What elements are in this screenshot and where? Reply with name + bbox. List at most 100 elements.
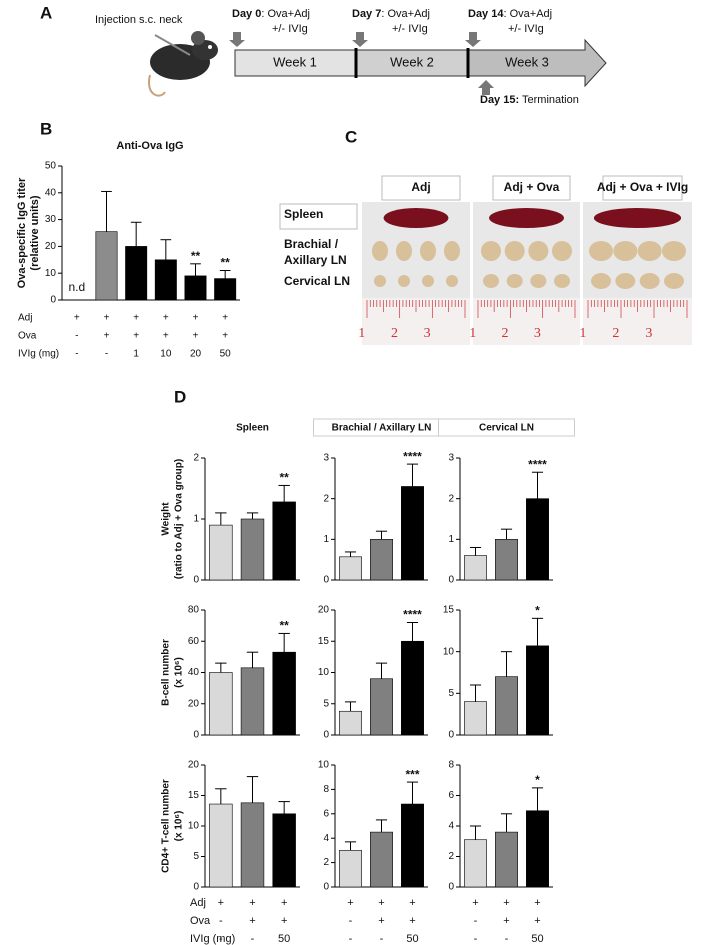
y-tick-label: 15 — [318, 636, 330, 647]
bar — [526, 645, 549, 736]
y-tick-label: 8 — [323, 784, 329, 795]
column-header-box — [438, 418, 575, 437]
condition-value: 50 — [220, 349, 232, 360]
y-tick-label: 6 — [323, 808, 329, 819]
condition-value: + — [193, 313, 199, 324]
y-tick-label: 1 — [323, 534, 329, 545]
y-tick-label: 20 — [318, 605, 330, 616]
bar — [125, 246, 148, 301]
y-tick-label: 5 — [323, 698, 329, 709]
ruler-label: 2 — [612, 326, 619, 341]
condition-value: + — [104, 313, 110, 324]
panel-label: B — [40, 119, 52, 138]
condition-value: + — [503, 897, 509, 909]
panel-label: C — [345, 127, 357, 146]
event-label: Day 7: Ova+Adj — [352, 8, 430, 20]
condition-value: 50 — [278, 933, 290, 945]
condition-value: + — [534, 897, 540, 909]
bar — [495, 831, 518, 888]
condition-value: + — [218, 897, 224, 909]
node-photo — [374, 275, 386, 287]
bar — [95, 231, 118, 301]
condition-value: + — [378, 915, 384, 927]
condition-value: + — [534, 915, 540, 927]
bar — [401, 803, 424, 888]
condition-name: IVIg (mg) — [190, 933, 235, 945]
ruler-label: 1 — [469, 326, 476, 341]
node-photo — [422, 275, 434, 287]
row-header: Brachial / — [284, 237, 339, 251]
condition-value: + — [222, 313, 228, 324]
annotation: **** — [403, 449, 422, 463]
node-photo — [662, 241, 686, 261]
y-tick-label: 10 — [188, 821, 200, 832]
bar — [464, 555, 487, 581]
node-photo — [481, 241, 501, 261]
week-label: Week 3 — [505, 54, 549, 69]
bar — [464, 701, 487, 736]
injection-label: Injection s.c. neck — [95, 14, 183, 26]
y-tick-label: 0 — [193, 730, 199, 741]
y-axis-label: (relative units) — [29, 195, 41, 271]
y-tick-label: 80 — [188, 605, 200, 616]
condition-value: 50 — [406, 933, 418, 945]
condition-value: + — [409, 897, 415, 909]
day: Day 0 — [232, 8, 261, 20]
node-photo — [552, 241, 572, 261]
spleen-photo — [489, 208, 564, 228]
y-tick-label: 6 — [448, 790, 454, 801]
node-photo — [446, 275, 458, 287]
event: : Ova+Adj — [381, 8, 430, 20]
bar — [339, 850, 362, 888]
condition-value: - — [219, 915, 223, 927]
y-tick-label: 10 — [318, 760, 330, 771]
bar — [370, 678, 393, 736]
row-label: Weight — [161, 502, 172, 536]
column-header-box — [602, 175, 683, 201]
panel-label: A — [40, 3, 52, 22]
node-photo — [444, 241, 460, 261]
day: Day 7 — [352, 8, 381, 20]
condition-value: + — [409, 915, 415, 927]
column-header-box — [381, 175, 461, 201]
condition-value: + — [163, 331, 169, 342]
annotation: *** — [405, 767, 419, 781]
row-label: (x 10⁶) — [174, 657, 185, 688]
condition-value: + — [249, 915, 255, 927]
y-tick-label: 30 — [45, 214, 57, 225]
condition-name: Ova — [18, 331, 37, 342]
y-tick-label: 40 — [45, 187, 57, 198]
timeline-arrow — [229, 32, 607, 95]
node-photo — [530, 274, 547, 288]
y-tick-label: 0 — [323, 730, 329, 741]
column-header: Adj + Ova — [504, 180, 560, 194]
event-sub: +/- IVIg — [272, 23, 308, 35]
annotation: ** — [191, 249, 201, 263]
y-tick-label: 10 — [318, 667, 330, 678]
bar — [240, 518, 265, 581]
y-tick-label: 4 — [323, 833, 329, 844]
y-tick-label: 3 — [323, 453, 329, 464]
annotation: * — [535, 773, 540, 787]
bar — [370, 831, 393, 888]
condition-value: - — [75, 331, 78, 342]
spleen-photo — [593, 208, 682, 228]
node-photo — [615, 273, 636, 289]
ruler-label: 3 — [645, 326, 652, 341]
y-tick-label: 5 — [193, 851, 199, 862]
node-photo — [664, 273, 684, 289]
y-tick-label: 15 — [188, 790, 200, 801]
bar — [209, 672, 233, 736]
event-label: Day 0: Ova+Adj — [232, 8, 310, 20]
condition-value: - — [349, 915, 353, 927]
annotation: ** — [220, 256, 230, 270]
bar — [272, 813, 296, 888]
y-tick-label: 2 — [448, 493, 454, 504]
bar — [526, 498, 549, 581]
bar — [401, 640, 424, 736]
node-photo — [554, 274, 570, 288]
bar — [240, 802, 265, 888]
y-tick-label: 0 — [448, 575, 454, 586]
ruler-label: 3 — [424, 326, 431, 341]
